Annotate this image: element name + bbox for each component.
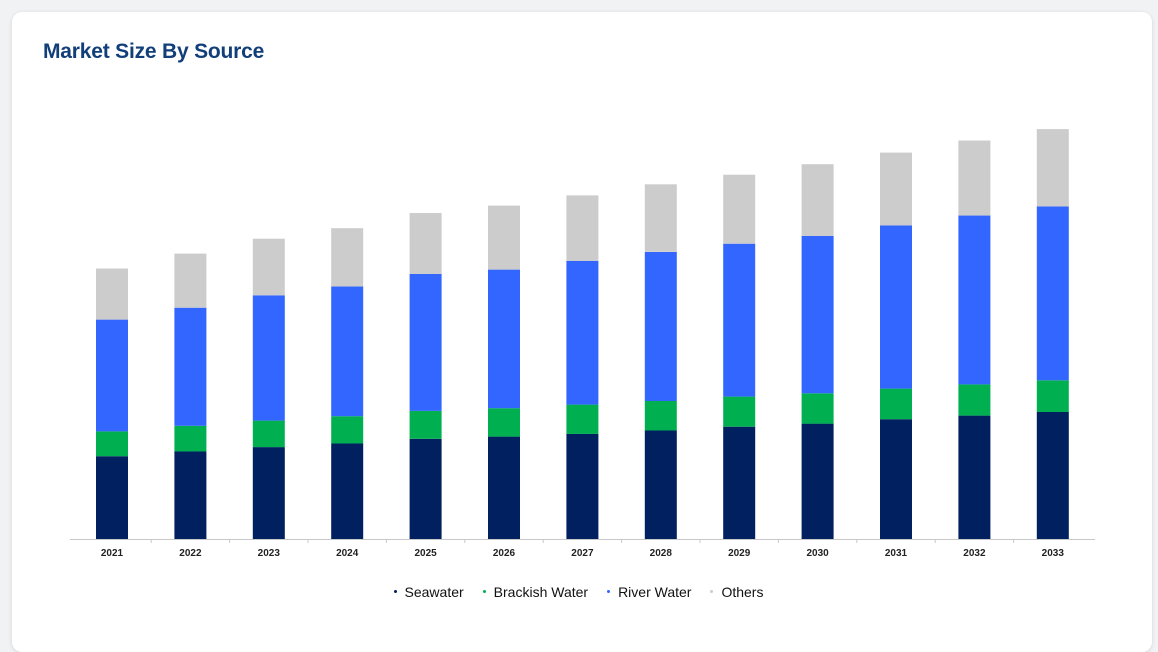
bar-segment-brackish-water-2027: [566, 404, 599, 434]
bar-segment-seawater-2023: [252, 447, 285, 539]
bar-segment-brackish-water-2026: [488, 408, 520, 437]
bar-segment-others-2027: [566, 195, 599, 261]
bar-segment-brackish-water-2031: [880, 388, 912, 420]
bar-segment-seawater-2027: [566, 433, 599, 539]
bar-segment-brackish-water-2029: [723, 396, 756, 427]
bar-segment-river-water-2026: [488, 269, 520, 409]
bar-segment-river-water-2024: [331, 286, 364, 417]
legend-label: River Water: [618, 584, 692, 600]
bar-segment-river-water-2022: [174, 307, 207, 426]
bar-segment-river-water-2029: [723, 243, 756, 397]
chart-title: Market Size By Source: [43, 40, 265, 63]
x-tick-label: 2024: [336, 548, 359, 559]
bar-segment-river-water-2027: [566, 260, 599, 405]
bar-segment-others-2028: [644, 184, 677, 252]
bar-segment-brackish-water-2033: [1036, 380, 1069, 412]
stacked-bar-chart: 2021 2022 2023 2024 2025 2026 2027 2028 2029 2030…: [70, 129, 1095, 559]
x-tick-label: 2028: [650, 548, 673, 559]
legend-swatch: [482, 589, 486, 593]
bar-segment-brackish-water-2030: [801, 393, 834, 424]
chart-card: Market Size By Source 2021 2022 2023 2024 20…: [12, 12, 1152, 652]
bar-segment-seawater-2030: [801, 423, 834, 539]
legend-swatch: [710, 589, 714, 593]
bar-segment-brackish-water-2021: [96, 431, 128, 457]
bar-segment-seawater-2029: [723, 426, 756, 539]
x-tick-label: 2027: [571, 548, 594, 559]
legend-item-seawater: Seawater: [393, 584, 464, 600]
bar-segment-seawater-2033: [1036, 412, 1069, 539]
legend-swatch: [393, 589, 397, 593]
x-tick-label: 2030: [806, 548, 829, 559]
bar-segment-others-2023: [252, 238, 285, 296]
bar-segment-others-2021: [96, 268, 128, 320]
legend-label: Brackish Water: [493, 584, 589, 600]
bar-segment-others-2030: [801, 164, 834, 236]
bar-segment-seawater-2032: [958, 415, 991, 539]
bar-segment-brackish-water-2024: [331, 416, 364, 444]
bar-segment-seawater-2025: [409, 438, 442, 539]
bar-segment-seawater-2022: [174, 451, 207, 539]
legend-item-river-water: River Water: [607, 584, 692, 600]
bar-segment-river-water-2025: [409, 274, 442, 411]
bar-segment-river-water-2030: [801, 236, 834, 394]
bar-segment-others-2032: [958, 140, 991, 216]
x-tick-label: 2032: [963, 548, 986, 559]
bar-segment-others-2024: [331, 228, 364, 287]
bar-segment-seawater-2024: [331, 443, 364, 539]
legend-label: Others: [721, 584, 764, 600]
bar-segment-brackish-water-2032: [958, 384, 991, 416]
x-tick-label: 2025: [414, 548, 437, 559]
legend-swatch: [607, 589, 611, 593]
bar-segment-river-water-2032: [958, 215, 991, 385]
x-tick-label: 2021: [101, 548, 124, 559]
bar-segment-others-2022: [174, 253, 207, 308]
x-tick-label: 2023: [258, 548, 281, 559]
bar-segment-others-2025: [409, 213, 442, 274]
bar-segment-seawater-2028: [644, 430, 677, 539]
x-tick-label: 2031: [885, 548, 908, 559]
bar-segment-river-water-2031: [880, 225, 912, 389]
bar-segment-others-2026: [488, 205, 520, 270]
bar-segment-others-2033: [1036, 129, 1069, 207]
bar-segment-river-water-2033: [1036, 206, 1069, 381]
bar-segment-brackish-water-2022: [174, 425, 207, 452]
bar-segment-brackish-water-2025: [409, 410, 442, 439]
bar-segment-river-water-2023: [252, 295, 285, 421]
bar-segment-seawater-2021: [96, 456, 128, 539]
x-tick-label: 2033: [1042, 548, 1065, 559]
bar-segment-seawater-2026: [488, 436, 520, 539]
x-tick-label: 2022: [179, 548, 202, 559]
bar-segment-river-water-2028: [644, 252, 677, 401]
bar-segment-brackish-water-2023: [252, 420, 285, 448]
bar-segment-brackish-water-2028: [644, 401, 677, 431]
bar-segment-others-2029: [723, 174, 756, 244]
x-tick-label: 2026: [493, 548, 516, 559]
legend-item-brackish-water: Brackish Water: [482, 584, 589, 600]
legend-label: Seawater: [404, 584, 464, 600]
bar-segment-seawater-2031: [880, 419, 912, 539]
bar-segment-others-2031: [880, 152, 912, 226]
bar-segment-river-water-2021: [96, 319, 128, 432]
chart-legend: Seawater Brackish Water River Water Others: [12, 584, 1152, 600]
x-tick-label: 2029: [728, 548, 751, 559]
legend-item-others: Others: [710, 584, 764, 600]
